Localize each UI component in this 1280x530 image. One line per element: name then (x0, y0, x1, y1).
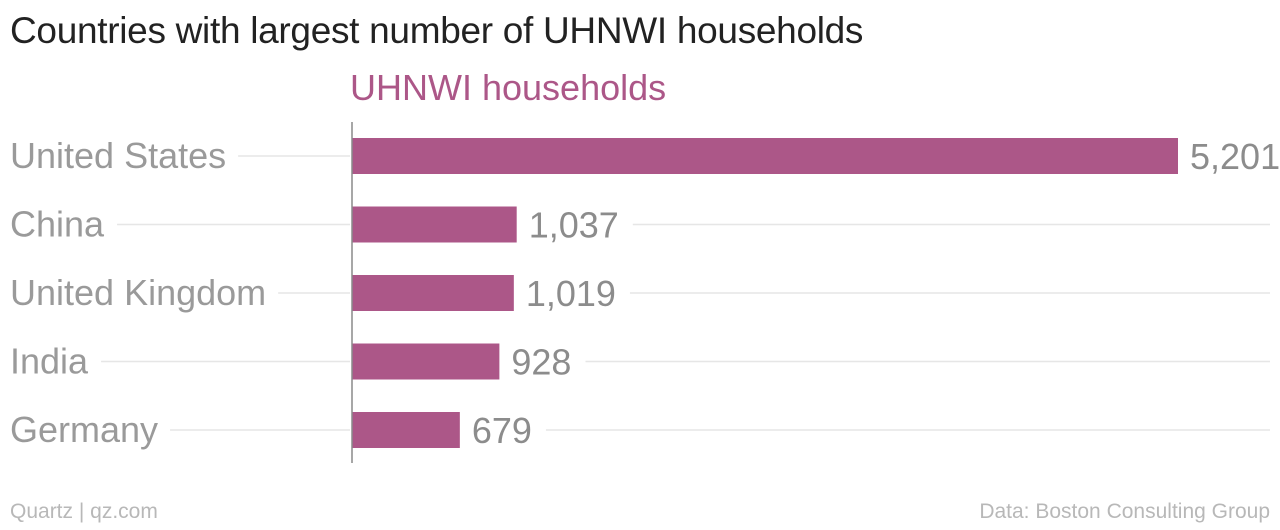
category-label: China (10, 204, 105, 245)
value-label: 679 (472, 410, 532, 451)
bar (352, 206, 517, 243)
bar (352, 343, 500, 380)
category-label: United States (10, 135, 226, 176)
bar (352, 275, 514, 311)
bar (352, 412, 460, 448)
value-label: 928 (511, 342, 571, 383)
value-label: 1,037 (529, 205, 619, 246)
value-label: 5,201 (1190, 136, 1280, 177)
chart-title: Countries with largest number of UHNWI h… (10, 10, 864, 51)
value-label: 1,019 (526, 273, 616, 314)
category-label: Germany (10, 409, 158, 450)
footer-credit: Quartz | qz.com (10, 500, 158, 523)
category-label: India (10, 341, 89, 382)
series-label: UHNWI households (350, 67, 667, 108)
category-label: United Kingdom (10, 272, 266, 313)
footer-source: Data: Boston Consulting Group (979, 500, 1270, 523)
bar (352, 138, 1178, 174)
